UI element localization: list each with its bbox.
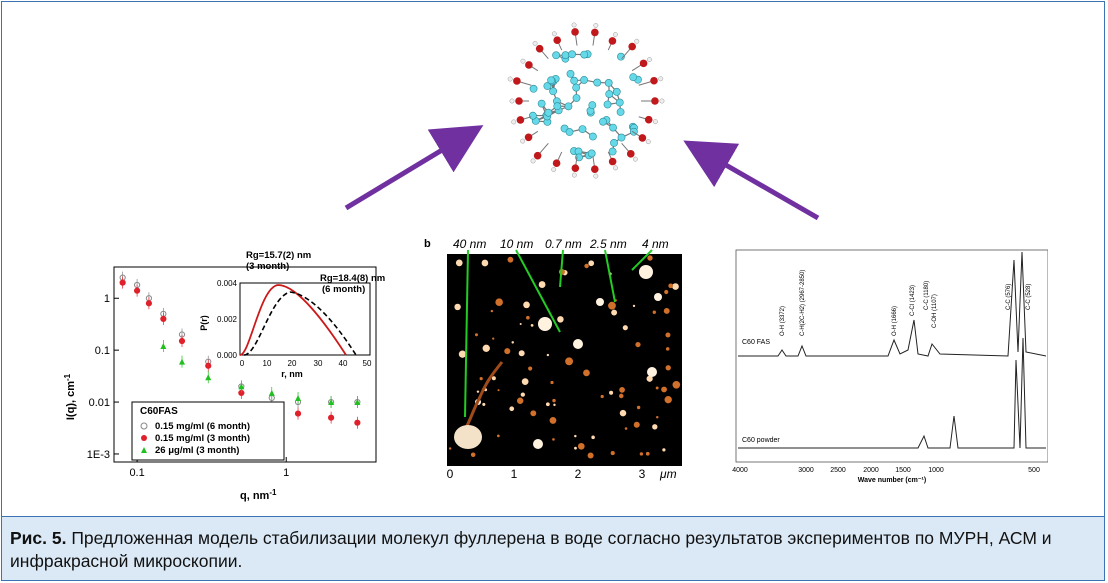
ir-xtick-6: 500 [1028,467,1040,474]
ir-xtick-0: 4000 [732,467,748,474]
sans-point [178,358,185,365]
inset-ylabel: P(r) [199,315,209,331]
sans-point [205,362,212,369]
sans-xtick: 1 [283,467,289,479]
afm-x-unit: μm [659,467,677,481]
sans-ytick: 0.01 [89,397,110,409]
inset-xtick-2: 20 [288,359,297,368]
ir-xtick-3: 2000 [863,467,879,474]
ir-label-powder: C60 powder [742,437,780,444]
sans-point [328,414,335,421]
ir-xtick-5: 1000 [928,467,944,474]
afm-annot-4nm: 4 nm [642,237,669,251]
ir-peak-7: C-C (576) [1006,284,1012,310]
sans-point [354,399,361,406]
ir-peak-5: C-C (1180) [924,281,930,310]
sans-point [145,300,153,307]
inset-xtick-3: 30 [314,359,323,368]
ir-peak-1: O-H (3372) [780,306,786,336]
sans-point [205,374,212,381]
inset-annot2b: (6 month) [322,284,365,295]
sans-point [295,394,302,401]
afm-xtick-0: 0 [447,467,454,481]
figure-caption: Рис. 5. Предложенная модель стабилизации… [10,527,1100,573]
afm-image-panel: b 40 nm 10 nm 0.7 nm 2.5 nm 4 nm 0 1 2 3… [420,232,690,482]
legend-item-2: 0.15 mg/ml (3 month) [155,433,250,444]
afm-annot-25nm: 2.5 nm [589,237,627,251]
ir-xtick-4: 1500 [895,467,911,474]
sans-point [268,389,275,396]
pr-inset: P(r) 0.000 0.002 0.004 0 10 20 30 40 50 … [199,250,385,379]
ir-peak-6: C-OH (1107) [932,294,938,328]
inset-xtick-5: 50 [363,359,372,368]
ir-peak-8: C-C (528) [1026,284,1032,310]
sans-point [160,315,167,323]
afm-annot-10nm: 10 nm [500,237,533,251]
sans-point [119,279,126,286]
left-arrow [344,125,484,211]
afm-xtick-1: 1 [511,467,518,481]
inset-xtick-4: 40 [339,359,348,368]
ir-peak-2: C-H(2C-H2) (2967-2850) [800,270,806,336]
sans-point [133,287,141,294]
caption-label: Рис. 5. [10,528,67,548]
afm-xtick-2: 2 [575,467,582,481]
ir-spectrum-panel: C60 FAS C60 powder O-H (3372) C-H(2C-H2)… [718,240,1049,488]
caption-text: Предложенная модель стабилизации молекул… [10,528,1052,571]
fullerene-molecule-image [499,15,672,187]
sans-chart-panel: 1 0.1 0.01 1E-3 0.1 1 I(q), cm-1 q, nm-1 C60F… [60,237,390,512]
sans-point [328,399,335,406]
sans-point [178,337,186,345]
inset-ytick-0: 0.000 [217,351,238,360]
inset-ytick-1: 0.002 [217,315,238,324]
inset-annot2: Rg=18.4(8) nm [320,273,385,284]
sans-xtick: 0.1 [129,467,144,479]
afm-label: b [424,238,431,250]
afm-annot-07nm: 0.7 nm [545,237,582,251]
sans-ytick: 1 [104,293,110,305]
inset-annot1b: (3 month) [246,261,289,272]
inset-xtick-1: 10 [263,359,272,368]
ir-xtick-2: 2500 [830,467,846,474]
sans-point [238,383,245,390]
sans-point [354,419,361,426]
ir-xtick-1: 3000 [798,467,814,474]
sans-ytick: 0.1 [95,345,110,357]
legend-title: C60FAS [140,406,178,417]
afm-xtick-3: 3 [639,467,646,481]
sans-point [160,343,167,350]
sans-ylabel: I(q), cm-1 [63,373,77,420]
ir-peak-3: O-H (1666) [892,306,898,336]
ir-label-fas: C60 FAS [742,339,770,346]
inset-xlabel: r, nm [281,369,303,379]
right-arrow [683,140,820,221]
sans-xlabel: q, nm-1 [240,488,277,502]
afm-annot-40nm: 40 nm [453,237,486,251]
ir-peak-4: C-Cl (1423) [910,285,916,316]
inset-annot1: Rg=15.7(2) nm [246,250,311,261]
sans-ytick: 1E-3 [87,449,110,461]
legend-item-3: 26 μg/ml (3 month) [155,445,239,456]
ir-xlabel: Wave number (cm⁻¹) [858,477,926,484]
sans-point [294,410,302,417]
legend-item-1: 0.15 mg/ml (6 month) [155,421,250,432]
inset-xtick-0: 0 [240,359,245,368]
caption-box: Рис. 5. Предложенная модель стабилизации… [1,516,1105,581]
inset-ytick-2: 0.004 [217,279,238,288]
